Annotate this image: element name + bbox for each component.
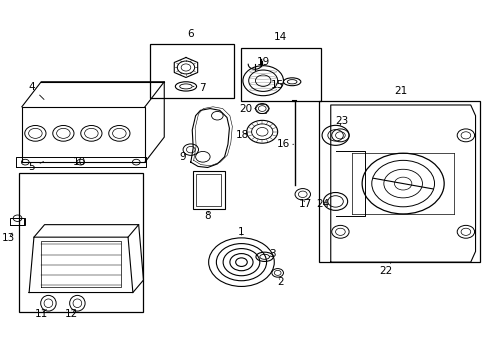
Text: 16: 16 <box>276 139 293 149</box>
Text: 20: 20 <box>238 104 255 114</box>
Text: 11: 11 <box>35 309 48 319</box>
Text: 23: 23 <box>335 116 348 126</box>
Bar <box>149 44 234 98</box>
Bar <box>10 218 25 225</box>
Text: 1: 1 <box>238 227 244 237</box>
Bar <box>241 48 321 102</box>
Text: 8: 8 <box>204 211 210 221</box>
Bar <box>318 102 479 262</box>
Text: 22: 22 <box>379 262 392 276</box>
Bar <box>20 173 142 312</box>
Text: 17: 17 <box>298 199 311 209</box>
Text: 2: 2 <box>277 277 284 287</box>
Text: 19: 19 <box>256 57 269 67</box>
Text: 18: 18 <box>235 130 248 140</box>
Text: 5: 5 <box>28 162 43 172</box>
Bar <box>196 174 221 206</box>
Text: 21: 21 <box>393 86 407 96</box>
Text: 9: 9 <box>179 152 185 162</box>
Text: 13: 13 <box>2 233 16 243</box>
Text: 4: 4 <box>28 82 44 99</box>
Text: 7: 7 <box>193 83 206 93</box>
Text: 15: 15 <box>270 80 284 90</box>
Text: 24: 24 <box>315 199 328 209</box>
Text: 10: 10 <box>73 157 86 167</box>
Text: 3: 3 <box>269 249 276 259</box>
Bar <box>193 171 224 208</box>
Text: 12: 12 <box>65 309 78 319</box>
Text: 6: 6 <box>187 28 194 39</box>
Text: 14: 14 <box>273 32 286 42</box>
